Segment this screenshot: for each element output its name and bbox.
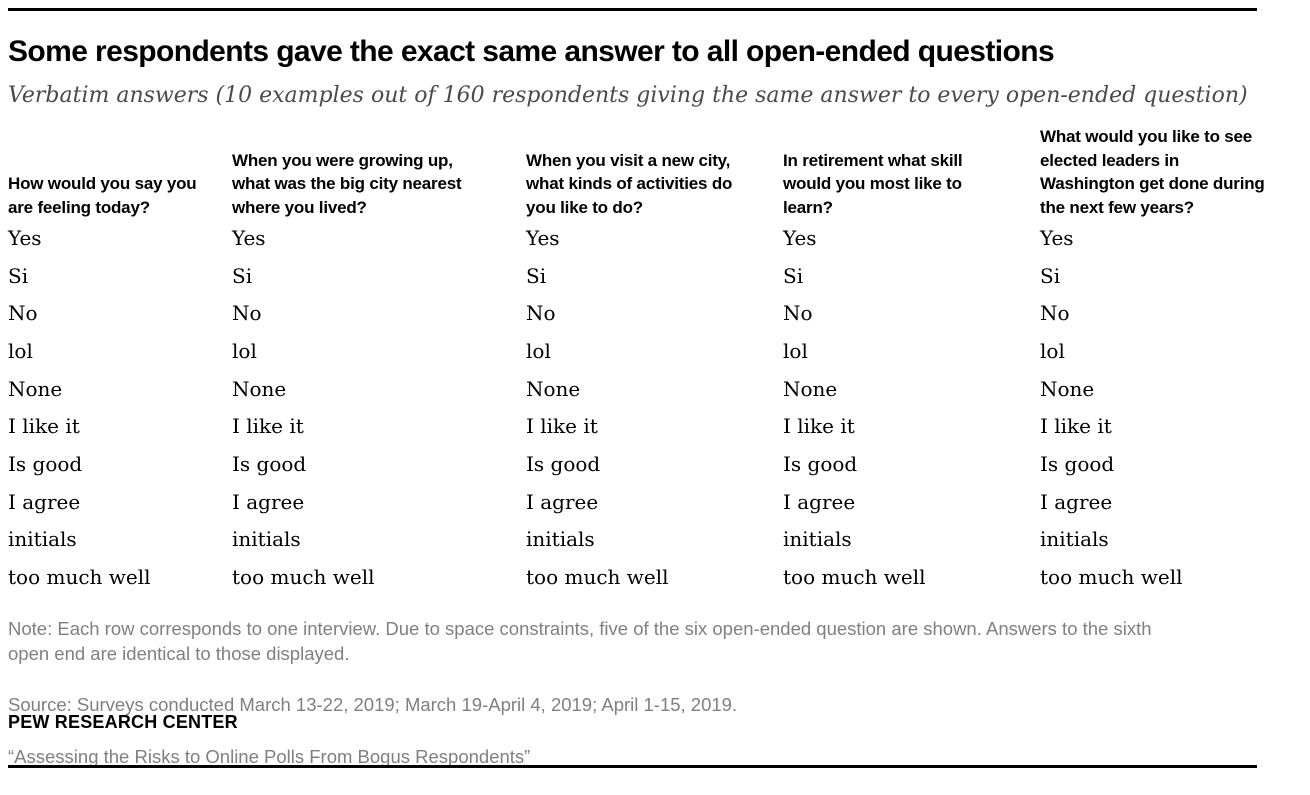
answer-cell: Is good [1040, 451, 1115, 476]
answer-cell: I agree [232, 489, 305, 514]
column-header-feeling: How would you say you are feeling today? [8, 174, 197, 217]
answer-cell: I agree [8, 489, 81, 514]
answer-cell: Si [232, 263, 253, 288]
report-figure: Some respondents gave the exact same ans… [8, 8, 1298, 768]
answer-cell: Is good [8, 451, 83, 476]
top-rule [8, 8, 1257, 11]
answer-cell: None [526, 376, 581, 401]
answer-cell: I like it [1040, 414, 1112, 439]
answer-cell: lol [8, 338, 33, 363]
answer-cell: Si [8, 263, 29, 288]
source-text: Source: Surveys conducted March 13-22, 2… [8, 694, 738, 716]
answer-cell: None [8, 376, 63, 401]
answer-cell: initials [1040, 527, 1109, 552]
answer-cell: Is good [783, 451, 858, 476]
bottom-rule [8, 765, 1257, 768]
answer-cell: I like it [232, 414, 304, 439]
answer-cell: Yes [526, 225, 560, 250]
answer-cell: No [8, 301, 38, 326]
answer-cell: I like it [8, 414, 80, 439]
answer-cell: lol [526, 338, 551, 363]
answer-cell: too much well [1040, 565, 1183, 590]
answer-cell: Is good [526, 451, 601, 476]
answer-cell: Yes [8, 225, 42, 250]
answer-cell: Si [1040, 263, 1061, 288]
answer-cell: lol [232, 338, 257, 363]
answer-cell: I agree [783, 489, 856, 514]
verbatim-table: How would you say you are feeling today?… [8, 123, 1298, 596]
answer-cell: Si [526, 263, 547, 288]
answer-cell: No [526, 301, 556, 326]
answer-cell: None [1040, 376, 1095, 401]
answer-cell: too much well [8, 565, 151, 590]
column-header-activities: When you visit a new city, what kinds of… [526, 150, 733, 217]
answer-cell: No [783, 301, 813, 326]
answer-cell: I agree [1040, 489, 1113, 514]
footer-notes: Note: Each row corresponds to one interv… [8, 590, 1152, 795]
answer-cell: I agree [526, 489, 599, 514]
answer-cell: I like it [526, 414, 598, 439]
answer-cell: lol [1040, 338, 1065, 363]
answer-cell: initials [8, 527, 77, 552]
answer-cell: Yes [232, 225, 266, 250]
column-header-big-city: When you were growing up, what was the b… [232, 150, 462, 217]
figure-subtitle: Verbatim answers (10 examples out of 160… [8, 83, 1248, 108]
answer-cell: too much well [526, 565, 669, 590]
column-header-retirement-skill: In retirement what skill would you most … [783, 150, 963, 217]
answer-cell: Yes [783, 225, 817, 250]
answer-cell: Yes [1040, 225, 1074, 250]
answer-cell: I like it [783, 414, 855, 439]
answer-cell: Is good [232, 451, 307, 476]
figure-title: Some respondents gave the exact same ans… [8, 35, 1055, 68]
answer-cell: None [232, 376, 287, 401]
answer-cell: initials [783, 527, 852, 552]
answer-cell: None [783, 376, 838, 401]
answer-cell: Si [783, 263, 804, 288]
citation-text: “Assessing the Risks to Online Polls Fro… [8, 745, 531, 767]
column-header-elected-leaders: What would you like to see elected leade… [1040, 127, 1265, 217]
note-text: Note: Each row corresponds to one interv… [8, 617, 1152, 665]
answer-cell: initials [526, 527, 595, 552]
answer-cell: No [1040, 301, 1070, 326]
answer-cell: initials [232, 527, 301, 552]
answer-cell: No [232, 301, 262, 326]
answer-cell: too much well [232, 565, 375, 590]
answer-cell: lol [783, 338, 808, 363]
answer-cell: too much well [783, 565, 926, 590]
org-name: PEW RESEARCH CENTER [8, 712, 238, 732]
